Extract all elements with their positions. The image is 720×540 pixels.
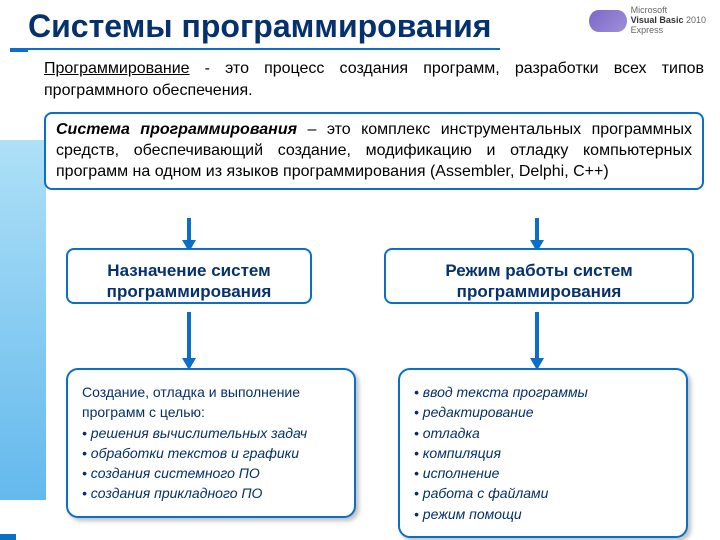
list-item: • обработки текстов и графики (82, 443, 340, 463)
list-item: • исполнение (414, 463, 672, 483)
list-item: • компиляция (414, 443, 672, 463)
purpose-list: • решения вычислительных задач• обработк… (82, 423, 340, 504)
infinity-icon (589, 10, 627, 32)
logo-ms: Microsoft (631, 5, 668, 15)
footer-accent (0, 534, 720, 540)
page-title: Системы программирования (28, 8, 491, 45)
header-purpose: Назначение систем программирования (66, 248, 312, 304)
box-purpose: Создание, отладка и выполнение программ … (66, 368, 356, 518)
arrow-down-icon (530, 312, 544, 370)
list-item: • отладка (414, 423, 672, 443)
list-item: • создания системного ПО (82, 463, 340, 483)
list-item: • создания прикладного ПО (82, 483, 340, 503)
arrow-down-icon (182, 312, 196, 370)
logo-vb: Visual Basic (631, 15, 684, 25)
left-gradient-sidebar (0, 140, 46, 500)
arrow-down-icon (530, 218, 544, 252)
list-item: • режим помощи (414, 504, 672, 524)
logo-text: Microsoft Visual Basic 2010 Express (631, 6, 706, 36)
logo-year: 2010 (686, 15, 706, 25)
list-item: • работа с файлами (414, 483, 672, 503)
vb-logo: Microsoft Visual Basic 2010 Express (589, 6, 706, 36)
definition-system: Система программирования – это комплекс … (44, 112, 704, 190)
logo-express: Express (631, 25, 664, 35)
purpose-lead: Создание, отладка и выполнение программ … (82, 382, 340, 423)
box-modes: • ввод текста программы• редактирование•… (398, 368, 688, 538)
title-underline (10, 48, 710, 52)
definition-programming: Программирование - это процесс создания … (44, 58, 704, 101)
list-item: • ввод текста программы (414, 382, 672, 402)
arrow-down-icon (182, 218, 196, 252)
term-programming: Программирование (44, 60, 190, 77)
modes-list: • ввод текста программы• редактирование•… (414, 382, 672, 524)
list-item: • решения вычислительных задач (82, 423, 340, 443)
header-modes: Режим работы систем программирования (384, 248, 694, 304)
term-system: Система программирования (56, 121, 297, 138)
list-item: • редактирование (414, 402, 672, 422)
